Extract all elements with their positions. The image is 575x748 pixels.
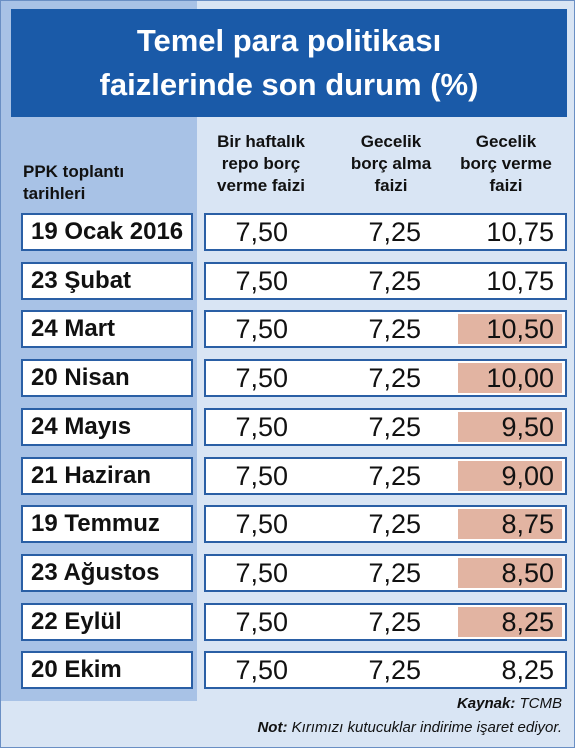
- value-cell: 7,25: [368, 655, 421, 686]
- column-header-line: faizi: [374, 176, 408, 195]
- value-row: 7,50 7,25 9,00: [204, 456, 567, 495]
- value-cell: 7,50: [235, 509, 288, 540]
- source-text: TCMB: [519, 695, 563, 712]
- date-cell: 20 Ekim: [21, 651, 193, 690]
- value-row: 7,50 7,25 8,50: [204, 553, 567, 592]
- column-header-line: tarihleri: [23, 184, 86, 203]
- value-cell: 7,25: [368, 363, 421, 394]
- column-header: Bir haftalık repo borç verme faizi: [201, 131, 321, 197]
- value-cell: 10,50: [486, 314, 554, 345]
- note-text: Kırımızı kutucuklar indirime işaret ediy…: [291, 719, 562, 736]
- title-line: faizlerinde son durum (%): [99, 67, 479, 102]
- highlight-cell: [458, 460, 562, 491]
- value-cell: 7,25: [368, 217, 421, 247]
- value-cell: 7,25: [368, 460, 421, 491]
- value-cell: 10,00: [486, 363, 554, 394]
- note: Not: Kırımızı kutucuklar indirime işaret…: [257, 719, 562, 736]
- value-row: 7,50 7,25 10,00: [204, 359, 567, 398]
- column-header-line: Gecelik: [475, 132, 537, 151]
- date-cell: 24 Mart: [21, 310, 193, 349]
- date-cell: 20 Nisan: [21, 359, 193, 398]
- value-cell: 7,50: [235, 314, 288, 345]
- value-row: 7,50 7,25 10,75: [204, 261, 567, 300]
- column-header-line: repo borç: [221, 154, 301, 173]
- value-cell: 7,50: [235, 557, 288, 588]
- value-cell: 7,50: [235, 606, 288, 637]
- value-row: 7,50 7,25 8,75: [204, 505, 567, 544]
- column-header-line: PPK toplantı: [23, 162, 125, 181]
- value-row: 7,50 7,25 10,75: [204, 213, 567, 251]
- highlight-cell: [458, 411, 562, 442]
- value-row: 7,50 7,25 8,25: [204, 651, 567, 690]
- value-row: 7,50 7,25 10,50: [204, 310, 567, 349]
- highlight-cell: [458, 606, 562, 637]
- column-header-line: Gecelik: [360, 132, 422, 151]
- value-cell: 9,50: [501, 411, 554, 442]
- highlight-cell: [458, 363, 562, 394]
- value-cell: 7,25: [368, 265, 421, 296]
- value-cell: 7,50: [235, 460, 288, 491]
- title: Temel para politikası faizlerinde son dur…: [11, 9, 567, 117]
- value-cell: 7,50: [235, 265, 288, 296]
- source: Kaynak: TCMB: [457, 695, 562, 712]
- value-cell: 8,25: [501, 655, 554, 686]
- value-cell: 7,25: [368, 557, 421, 588]
- date-cell: 23 Ağustos: [21, 553, 193, 592]
- note-label: Not:: [257, 719, 288, 736]
- value-cell: 8,25: [501, 606, 554, 637]
- date-cell: 22 Eylül: [21, 602, 193, 641]
- value-cell: 7,25: [368, 509, 421, 540]
- column-header: Gecelik borç alma faizi: [336, 131, 446, 197]
- value-cell: 8,50: [501, 557, 554, 588]
- date-cell: 19 Temmuz: [21, 505, 193, 544]
- highlight-cell: [458, 509, 562, 540]
- date-cell: 23 Şubat: [21, 261, 193, 300]
- column-header: PPK toplantı tarihleri: [23, 161, 193, 205]
- value-row: 7,50 7,25 8,25: [204, 602, 567, 641]
- column-header-line: faizi: [489, 176, 523, 195]
- value-row: 7,50 7,25 9,50: [204, 407, 567, 446]
- column-header-line: verme faizi: [217, 176, 305, 195]
- value-cell: 7,50: [235, 411, 288, 442]
- value-cell: 7,50: [235, 217, 288, 247]
- date-cell: 24 Mayıs: [21, 407, 193, 446]
- date-cell: 21 Haziran: [21, 456, 193, 495]
- value-cell: 8,75: [501, 509, 554, 540]
- column-header: Gecelik borç verme faizi: [446, 131, 566, 197]
- value-cell: 7,50: [235, 655, 288, 686]
- highlight-cell: [458, 557, 562, 588]
- column-header-line: borç verme: [460, 154, 552, 173]
- column-header-line: Bir haftalık: [217, 132, 305, 151]
- column-header-line: borç alma: [350, 154, 432, 173]
- highlight-cell: [458, 314, 562, 345]
- value-cell: 7,25: [368, 606, 421, 637]
- value-cell: 10,75: [486, 217, 554, 247]
- value-cell: 7,25: [368, 314, 421, 345]
- source-label: Kaynak:: [456, 695, 516, 712]
- value-cell: 9,00: [501, 460, 554, 491]
- value-cell: 10,75: [486, 265, 554, 296]
- date-cell: 19 Ocak 2016: [21, 213, 193, 251]
- value-cell: 7,50: [235, 363, 288, 394]
- title-line: Temel para politikası: [136, 23, 442, 58]
- value-cell: 7,25: [368, 411, 421, 442]
